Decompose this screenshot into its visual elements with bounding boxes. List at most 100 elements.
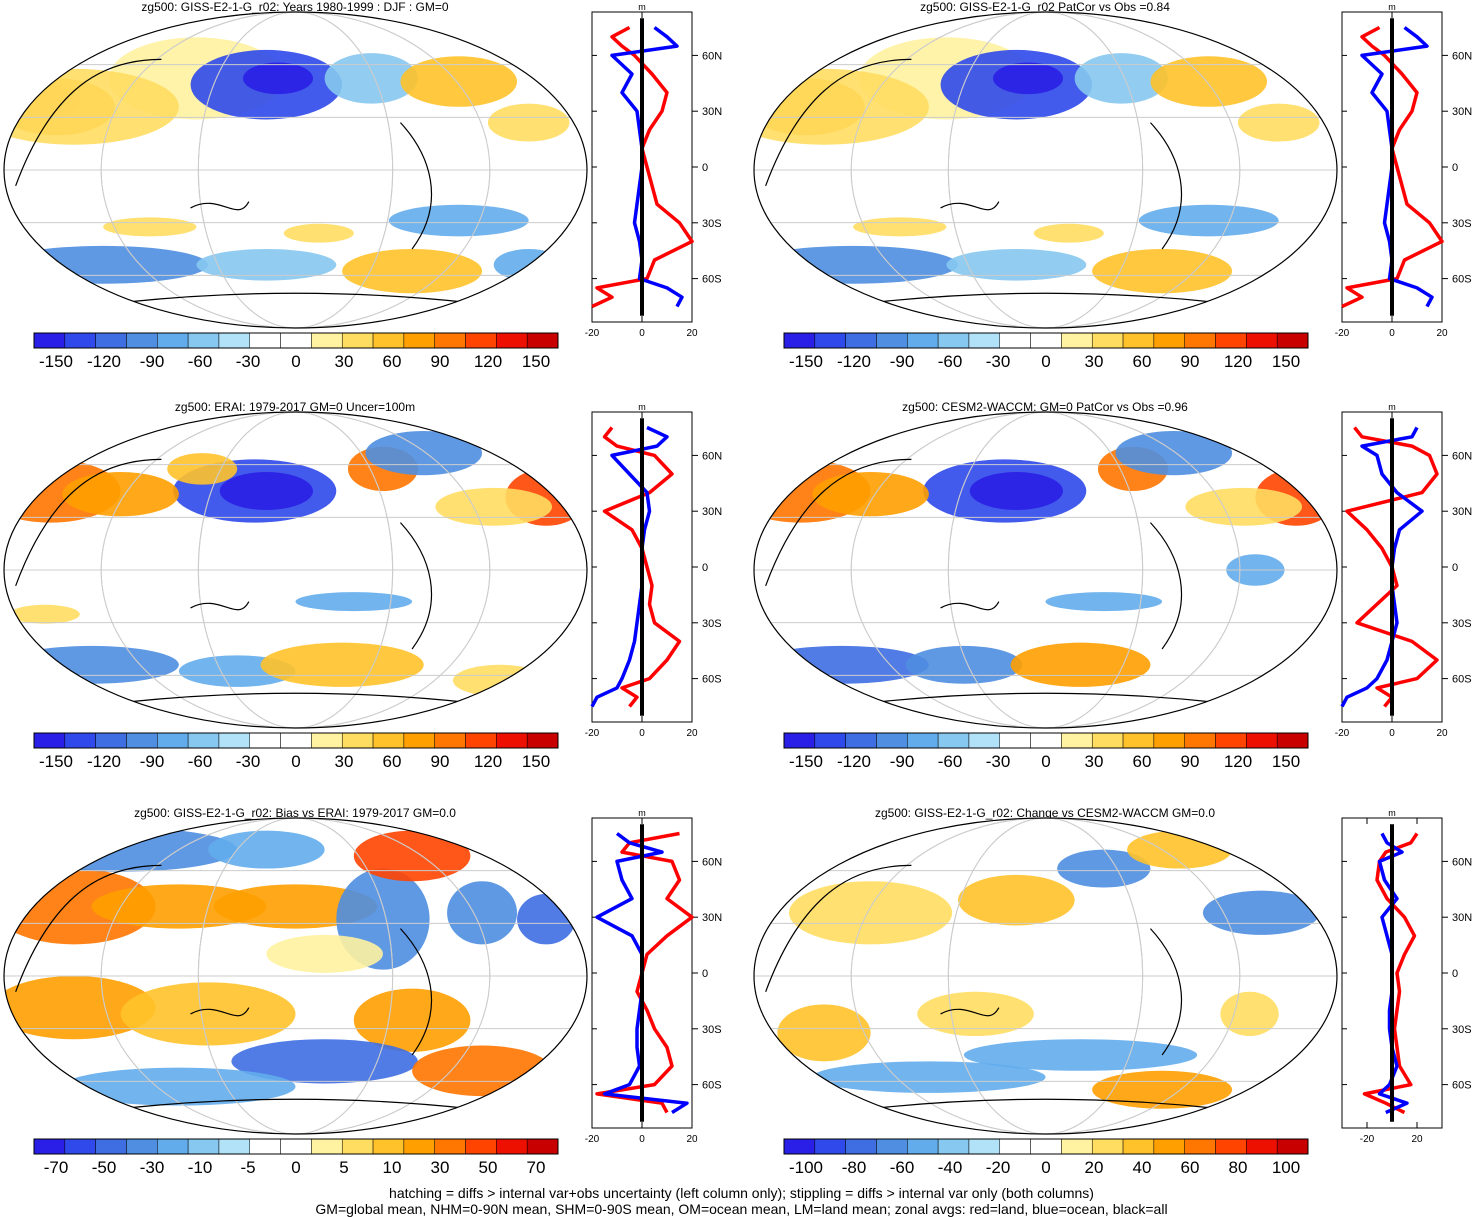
anomaly-region (958, 874, 1075, 926)
profile-x-tick-label: 20 (686, 328, 698, 339)
anomaly-region (452, 664, 547, 697)
anomaly-region (120, 982, 296, 1046)
profile-lat-label: 30S (702, 1024, 722, 1036)
anomaly-region (1138, 204, 1279, 237)
anomaly-region (1127, 830, 1233, 869)
colorbar-tick-label: -30 (986, 352, 1011, 371)
profile-x-tick-label: 20 (686, 728, 698, 739)
colorbar-swatch (341, 732, 374, 749)
colorbar-swatch (95, 1138, 127, 1155)
anomaly-region (993, 62, 1063, 95)
panel-chart: -150 -120 -90 -60 -30 0 30 60 90 120 150 60N 30N 0 30S… (753, 2, 1472, 371)
colorbar-swatch (968, 1138, 1001, 1155)
map-border (3, 411, 588, 729)
colorbar-swatch (999, 1138, 1031, 1155)
anomaly-region (853, 217, 947, 237)
colorbar-swatch (157, 1138, 189, 1155)
colorbar-swatch (1061, 732, 1093, 749)
colorbar-tick-label: 60 (383, 752, 402, 771)
colorbar-swatch (907, 1138, 939, 1155)
colorbar-swatch (157, 332, 189, 349)
colorbar-swatch (403, 1138, 435, 1155)
anomaly-region (1220, 991, 1279, 1037)
profile-lat-label: 60N (1452, 450, 1472, 462)
longitude-line (100, 818, 491, 1134)
colorbar-swatch (157, 732, 189, 749)
colorbar-swatch (64, 1138, 96, 1155)
colorbar-swatch (249, 1138, 281, 1155)
colorbar-tick-label: 150 (522, 752, 550, 771)
longitude-line (100, 12, 491, 328)
colorbar-tick-label: -50 (92, 1158, 117, 1177)
anomaly-region (905, 645, 1023, 684)
colorbar-tick-label: -150 (39, 752, 73, 771)
colorbar-swatch (999, 732, 1031, 749)
anomaly-region (400, 56, 518, 107)
anomaly-region (969, 472, 1063, 510)
map-border (3, 11, 588, 329)
colorbar-tick-label: -30 (236, 352, 261, 371)
colorbar-swatch (783, 732, 816, 749)
profile-lat-label: 0 (1452, 968, 1458, 980)
panel-change-vs-cesm2: zg500: GISS-E2-1-G_r02: Change vs CESM2-… (750, 806, 1483, 1191)
colorbar-tick-label: -30 (236, 752, 261, 771)
profile-lat-label: 60S (702, 674, 722, 686)
colorbar-tick-label: 0 (1041, 352, 1050, 371)
map-border (753, 11, 1338, 329)
colorbar-swatch (876, 1138, 908, 1155)
colorbar-tick-label: 30 (335, 752, 354, 771)
profile-series-land (602, 426, 682, 708)
colorbar-tick-label: -120 (87, 352, 121, 371)
longitude-line (947, 12, 1144, 328)
profile-x-axis-label: m (638, 808, 646, 818)
colorbar-tick-label: 60 (1133, 752, 1152, 771)
colorbar-swatch (1091, 332, 1124, 349)
colorbar-swatch (1030, 332, 1062, 349)
colorbar-tick-label: 90 (1181, 352, 1200, 371)
profile-lat-label: 60N (702, 50, 722, 62)
colorbar-swatch (33, 732, 66, 749)
profile-x-axis-label: m (1388, 402, 1396, 412)
colorbar-swatch (372, 1138, 405, 1155)
footnote-line-2: GM=global mean, NHM=0-90N mean, SHM=0-90… (315, 1201, 1168, 1217)
anomaly-region (213, 884, 378, 929)
colorbar-swatch (907, 732, 939, 749)
anomaly-region (388, 204, 529, 237)
colorbar-swatch (311, 732, 343, 749)
colorbar-tick-label: 30 (1085, 352, 1104, 371)
anomaly-region (1202, 890, 1320, 935)
colorbar-tick-label: 50 (479, 1158, 498, 1177)
colorbar-tick-label: 30 (335, 352, 354, 371)
anomaly-region (1185, 487, 1303, 526)
colorbar-swatch (1061, 1138, 1093, 1155)
anomaly-region (1092, 1070, 1233, 1109)
colorbar-swatch (1246, 1138, 1278, 1155)
longitude-line (850, 818, 1241, 1134)
colorbar-swatch (526, 732, 559, 749)
profile-x-axis-label: m (1388, 808, 1396, 818)
colorbar-swatch (1122, 1138, 1155, 1155)
colorbar-tick-label: 40 (1133, 1158, 1152, 1177)
colorbar-swatch (372, 732, 405, 749)
colorbar-swatch (876, 732, 908, 749)
colorbar-swatch (95, 732, 127, 749)
profile-lat-label: 30N (1452, 106, 1472, 118)
footnote-line-1: hatching = diffs > internal var+obs unce… (389, 1185, 1094, 1201)
colorbar-tick-label: -120 (87, 752, 121, 771)
colorbar-swatch (126, 332, 158, 349)
colorbar-swatch (187, 1138, 220, 1155)
colorbar-swatch (1276, 332, 1309, 349)
colorbar-tick-label: -60 (890, 1158, 915, 1177)
profile-lat-label: 60N (1452, 50, 1472, 62)
anomaly-region (435, 487, 553, 526)
colorbar-swatch (218, 1138, 251, 1155)
anomaly-region (963, 1039, 1198, 1071)
colorbar-swatch (434, 732, 466, 749)
profile-x-tick-label: 20 (1436, 328, 1448, 339)
colorbar-swatch (783, 1138, 816, 1155)
colorbar-tick-label: -60 (188, 352, 213, 371)
colorbar-swatch (907, 332, 939, 349)
colorbar-swatch (434, 1138, 466, 1155)
profile-lat-label: 30N (1452, 506, 1472, 518)
anomaly-region (412, 1045, 553, 1097)
